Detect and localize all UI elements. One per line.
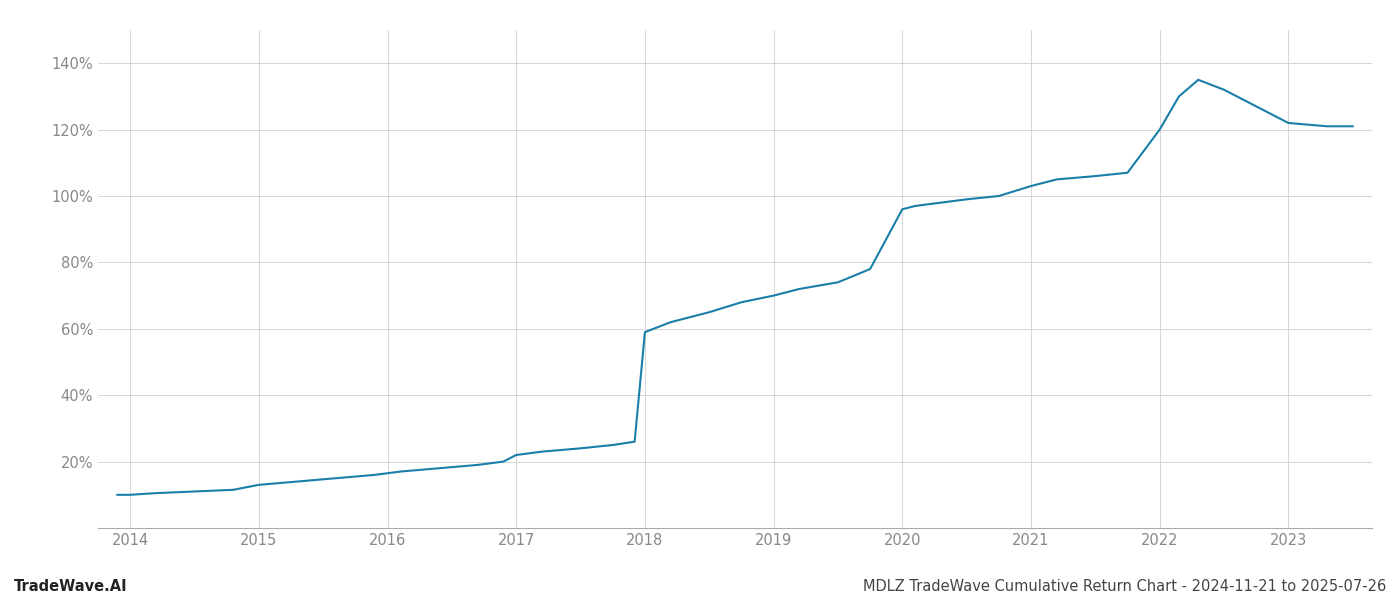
Text: MDLZ TradeWave Cumulative Return Chart - 2024-11-21 to 2025-07-26: MDLZ TradeWave Cumulative Return Chart -… bbox=[862, 579, 1386, 594]
Text: TradeWave.AI: TradeWave.AI bbox=[14, 579, 127, 594]
